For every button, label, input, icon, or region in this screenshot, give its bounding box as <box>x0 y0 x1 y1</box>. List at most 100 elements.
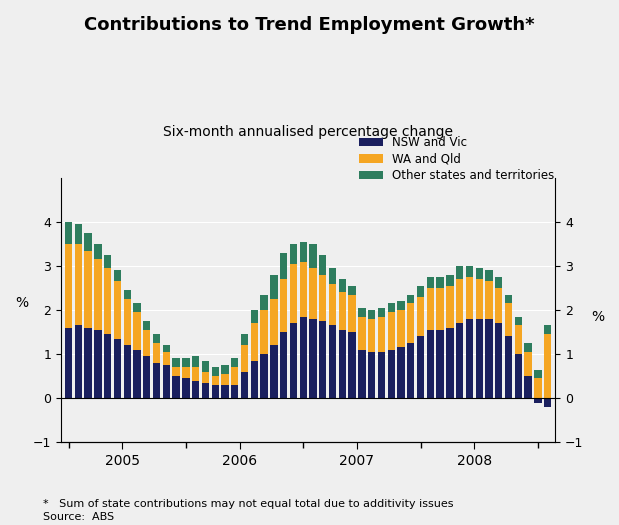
Bar <box>514 317 522 326</box>
Bar <box>290 244 297 264</box>
Bar <box>231 385 238 398</box>
Bar <box>465 319 473 398</box>
Bar <box>124 299 131 345</box>
Bar <box>173 376 180 398</box>
Bar <box>397 301 405 310</box>
Bar <box>485 319 493 398</box>
Bar <box>534 379 542 398</box>
Text: Contributions to Trend Employment Growth*: Contributions to Trend Employment Growth… <box>84 16 535 34</box>
Bar <box>163 352 170 365</box>
Bar <box>280 253 287 279</box>
Bar <box>319 275 326 321</box>
Bar <box>241 345 248 372</box>
Bar <box>261 354 268 398</box>
Bar <box>192 381 199 398</box>
Bar <box>329 268 336 284</box>
Bar <box>124 290 131 299</box>
Bar <box>271 275 277 299</box>
Bar <box>426 288 434 330</box>
Bar <box>358 350 366 398</box>
Bar <box>202 383 209 398</box>
Bar <box>397 348 405 398</box>
Bar <box>280 279 287 332</box>
Bar <box>426 277 434 288</box>
Bar <box>378 352 385 398</box>
Bar <box>114 281 121 339</box>
Bar <box>397 310 405 348</box>
Bar <box>534 370 542 379</box>
Bar <box>378 308 385 317</box>
Bar <box>456 323 463 398</box>
Bar <box>319 255 326 275</box>
Y-axis label: %: % <box>15 296 28 310</box>
Bar <box>192 356 199 368</box>
Bar <box>300 317 307 398</box>
Bar <box>368 310 375 319</box>
Bar <box>475 268 483 279</box>
Bar <box>94 330 102 398</box>
Bar <box>348 286 356 295</box>
Bar <box>456 279 463 323</box>
Bar <box>475 279 483 319</box>
Bar <box>114 339 121 398</box>
Bar <box>505 303 512 337</box>
Bar <box>348 332 356 398</box>
Bar <box>495 277 503 288</box>
Bar <box>75 326 82 398</box>
Bar <box>436 330 444 398</box>
Bar <box>212 376 219 385</box>
Bar <box>407 295 415 303</box>
Bar <box>84 328 92 398</box>
Bar <box>133 312 141 350</box>
Bar <box>485 281 493 319</box>
Bar <box>387 303 395 312</box>
Bar <box>231 359 238 368</box>
Bar <box>407 303 415 343</box>
Bar <box>495 323 503 398</box>
Bar <box>524 343 532 352</box>
Bar <box>514 354 522 398</box>
Bar <box>133 303 141 312</box>
Bar <box>329 284 336 326</box>
Bar <box>222 374 228 385</box>
Text: Source:  ABS: Source: ABS <box>43 512 115 522</box>
Y-axis label: %: % <box>591 310 604 324</box>
Bar <box>417 286 424 297</box>
Bar <box>358 317 366 350</box>
Bar <box>475 319 483 398</box>
Bar <box>300 242 307 261</box>
Bar <box>94 244 102 259</box>
Bar <box>495 288 503 323</box>
Bar <box>251 361 258 398</box>
Bar <box>524 376 532 398</box>
Bar <box>153 334 160 343</box>
Bar <box>348 295 356 332</box>
Bar <box>163 365 170 398</box>
Bar <box>465 277 473 319</box>
Bar <box>456 266 463 279</box>
Text: *   Sum of state contributions may not equal total due to additivity issues: * Sum of state contributions may not equ… <box>43 499 454 509</box>
Bar <box>339 279 346 292</box>
Bar <box>339 330 346 398</box>
Bar <box>143 321 150 330</box>
Bar <box>104 334 111 398</box>
Bar <box>446 286 454 328</box>
Bar <box>261 310 268 354</box>
Bar <box>202 372 209 383</box>
Bar <box>65 222 72 244</box>
Bar <box>104 268 111 334</box>
Bar <box>310 268 317 319</box>
Bar <box>310 319 317 398</box>
Bar <box>505 295 512 303</box>
Bar <box>143 330 150 356</box>
Bar <box>358 308 366 317</box>
Bar <box>290 323 297 398</box>
Bar <box>446 275 454 286</box>
Bar <box>271 345 277 398</box>
Bar <box>280 332 287 398</box>
Bar <box>446 328 454 398</box>
Legend: NSW and Vic, WA and Qld, Other states and territories: NSW and Vic, WA and Qld, Other states an… <box>359 136 555 182</box>
Bar <box>407 343 415 398</box>
Bar <box>387 350 395 398</box>
Bar <box>261 295 268 310</box>
